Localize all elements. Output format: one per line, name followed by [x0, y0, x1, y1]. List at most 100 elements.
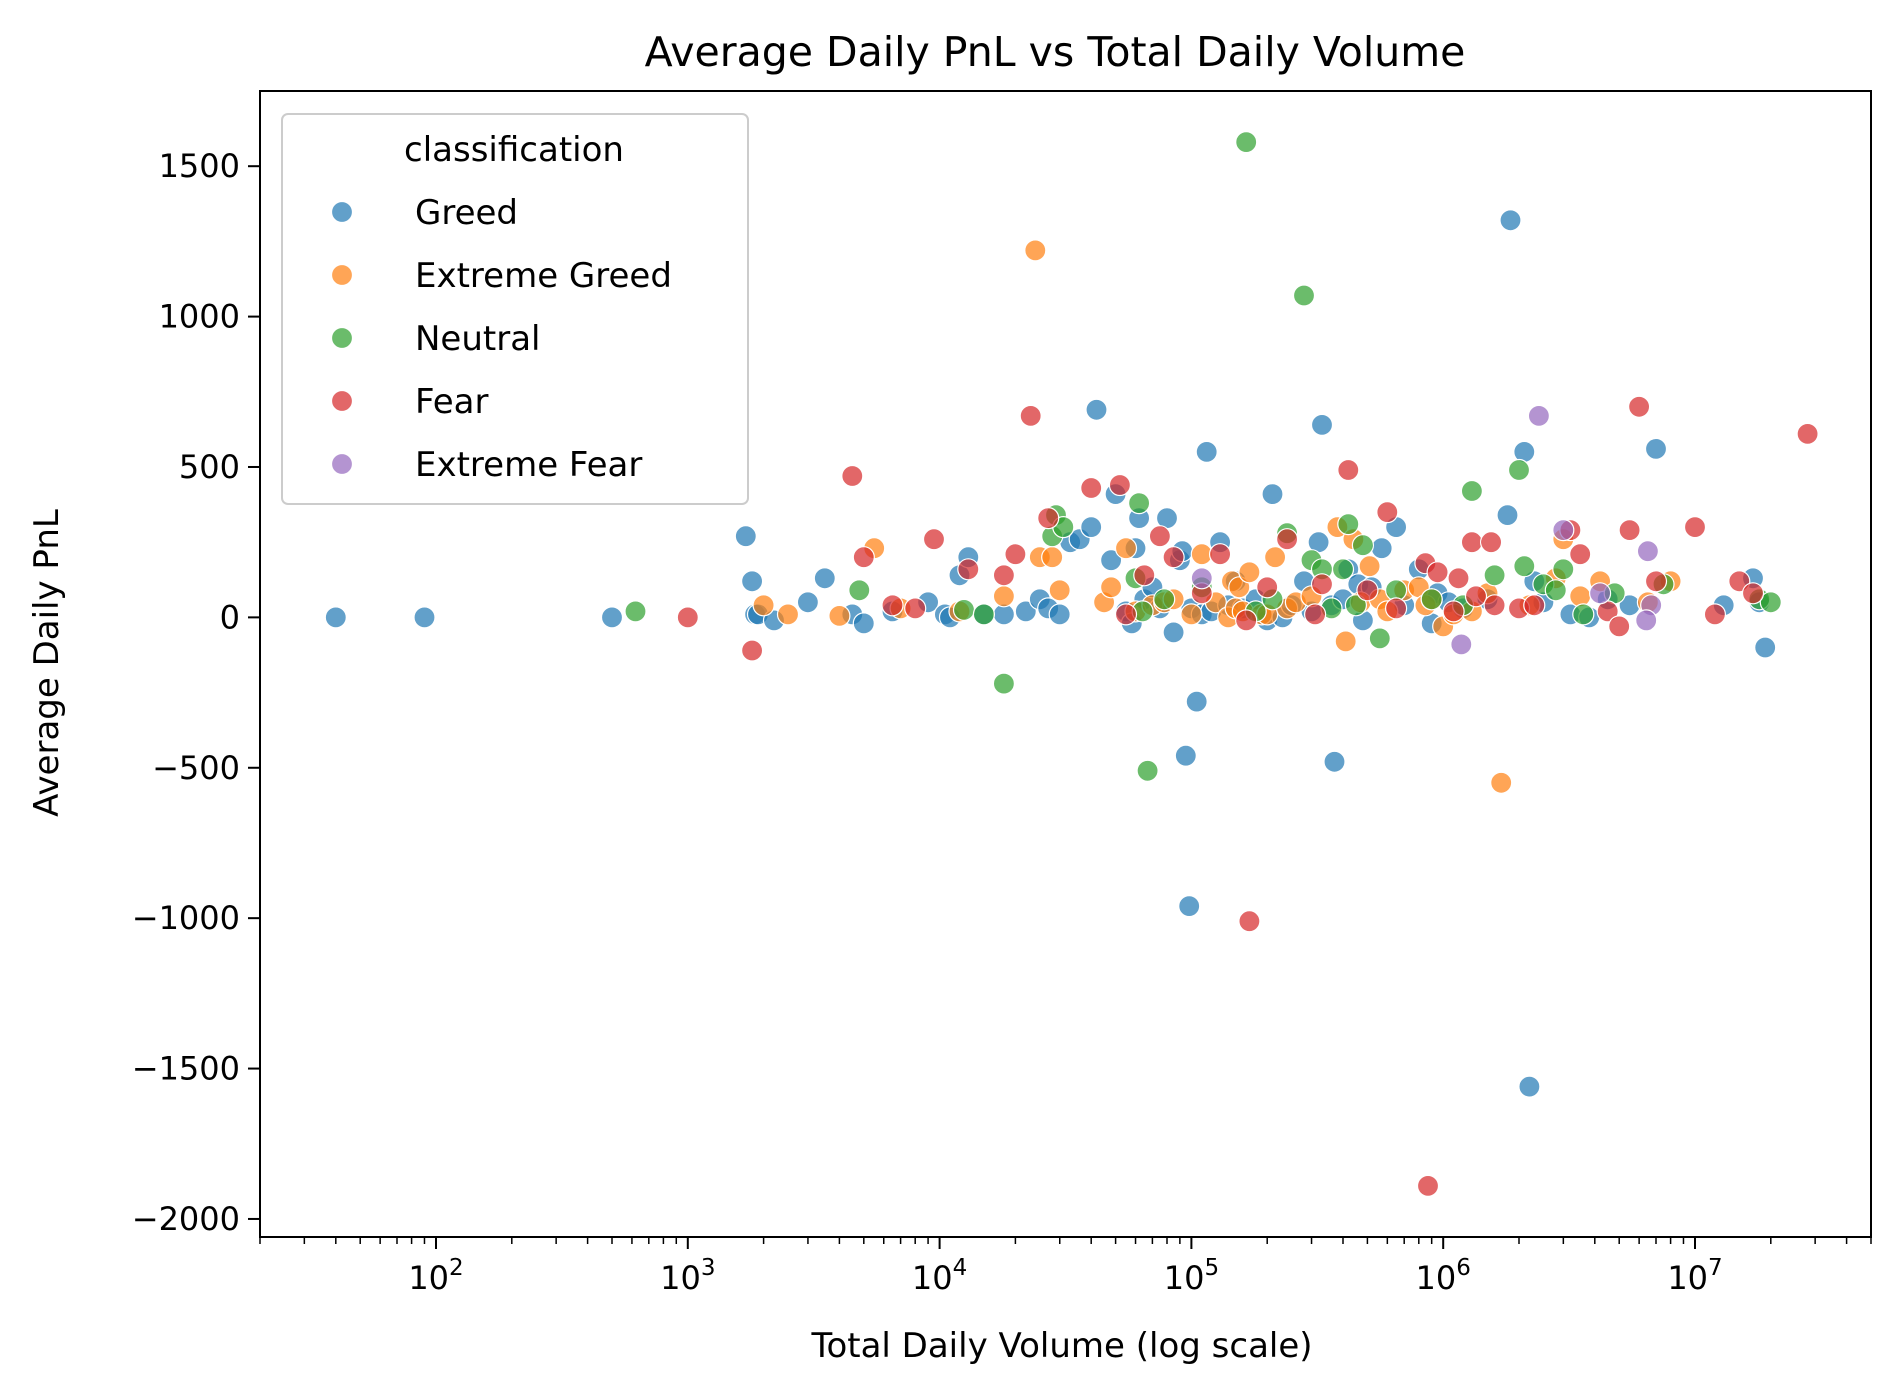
- data-point: [952, 598, 976, 622]
- data-point: [752, 594, 775, 617]
- data-point: [1464, 585, 1488, 608]
- data-point: [1014, 600, 1037, 623]
- data-point: [848, 579, 871, 602]
- data-point: [1041, 546, 1064, 569]
- data-point: [1376, 500, 1399, 524]
- y-tick-label: 500: [179, 448, 240, 486]
- data-point: [1644, 570, 1668, 593]
- data-point: [1370, 537, 1393, 560]
- data-point: [1450, 633, 1473, 656]
- data-point: [1190, 567, 1213, 590]
- data-point: [1442, 600, 1465, 623]
- data-point: [1235, 131, 1258, 154]
- data-point: [1114, 537, 1138, 560]
- y-tick-label: 0: [220, 598, 240, 636]
- data-point: [1099, 576, 1123, 599]
- legend-label: Fear: [415, 382, 488, 422]
- data-point: [828, 604, 851, 628]
- data-point: [1208, 543, 1232, 566]
- x-tick-label: 104: [912, 1255, 967, 1297]
- data-point: [1337, 458, 1360, 482]
- data-point: [1507, 458, 1531, 482]
- data-point: [1334, 630, 1357, 653]
- data-point: [904, 597, 927, 620]
- data-point: [1048, 579, 1071, 602]
- y-axis: 1500 1000 500 0 −500 −1000 −1500 −2000: [132, 147, 260, 1238]
- data-point: [1114, 603, 1138, 626]
- data-point: [1292, 284, 1316, 307]
- y-tick-label: 1500: [159, 147, 240, 185]
- data-point: [1263, 546, 1287, 569]
- data-point: [1085, 398, 1108, 421]
- data-point: [852, 546, 875, 569]
- data-point: [740, 639, 764, 662]
- data-point: [1703, 603, 1727, 626]
- data-point: [1368, 627, 1391, 650]
- data-point: [852, 612, 875, 635]
- x-tick-label: 103: [660, 1255, 715, 1297]
- data-point: [841, 464, 864, 488]
- data-point: [1136, 759, 1159, 782]
- data-point: [776, 603, 800, 626]
- data-point: [1037, 506, 1060, 530]
- data-point: [1483, 594, 1506, 617]
- data-point: [1235, 609, 1258, 632]
- data-point: [1310, 413, 1334, 436]
- data-point: [1523, 594, 1546, 617]
- data-point: [1759, 591, 1782, 614]
- data-point: [1618, 518, 1641, 542]
- y-tick-label: −1000: [132, 899, 240, 937]
- data-point: [1238, 910, 1261, 933]
- legend-label: Extreme Greed: [415, 256, 672, 296]
- y-axis-label: Average Daily PnL: [27, 509, 67, 817]
- data-point: [1420, 588, 1443, 611]
- data-point: [1569, 585, 1592, 608]
- data-point: [1518, 1075, 1541, 1098]
- data-point: [1608, 615, 1631, 638]
- data-point: [1048, 603, 1071, 626]
- data-point: [1303, 603, 1327, 626]
- data-point: [1588, 582, 1612, 605]
- data-point: [813, 567, 836, 590]
- data-point: [1256, 576, 1279, 599]
- data-point: [734, 525, 757, 548]
- data-point: [1323, 750, 1346, 773]
- data-point: [1496, 503, 1519, 527]
- data-point: [1644, 437, 1668, 460]
- data-point: [972, 603, 996, 626]
- data-point: [413, 606, 436, 629]
- legend-marker: [330, 389, 354, 413]
- plot-frame: [259, 90, 1872, 1238]
- data-point: [1460, 531, 1484, 554]
- points-layer: [324, 131, 1819, 1198]
- data-point: [1195, 440, 1218, 463]
- data-point: [1683, 515, 1707, 539]
- data-point: [1552, 518, 1575, 542]
- legend-marker: [330, 326, 354, 350]
- series-extreme-fear: [1190, 404, 1663, 656]
- series-fear: [676, 395, 1819, 1198]
- data-point: [1384, 597, 1408, 620]
- legend-label: Greed: [415, 193, 518, 233]
- legend-box: [281, 113, 749, 505]
- legend-marker: [330, 263, 354, 287]
- data-point: [1527, 404, 1551, 427]
- data-point: [1178, 894, 1201, 918]
- data-point: [796, 591, 820, 614]
- data-point: [1261, 483, 1284, 506]
- data-point: [1004, 543, 1027, 566]
- data-point: [740, 570, 764, 593]
- data-point: [1754, 636, 1777, 659]
- chart-title: Average Daily PnL vs Total Daily Volume: [645, 28, 1466, 76]
- data-point: [1024, 239, 1047, 262]
- data-point: [1019, 404, 1042, 427]
- data-point: [1148, 525, 1172, 548]
- data-point: [1275, 528, 1299, 551]
- data-point: [1344, 594, 1368, 617]
- data-point: [624, 600, 647, 623]
- data-point: [1796, 422, 1819, 445]
- data-point: [1133, 564, 1156, 587]
- data-point: [1426, 561, 1449, 584]
- x-axis: 102 103 104 105 106 107: [259, 1237, 1872, 1297]
